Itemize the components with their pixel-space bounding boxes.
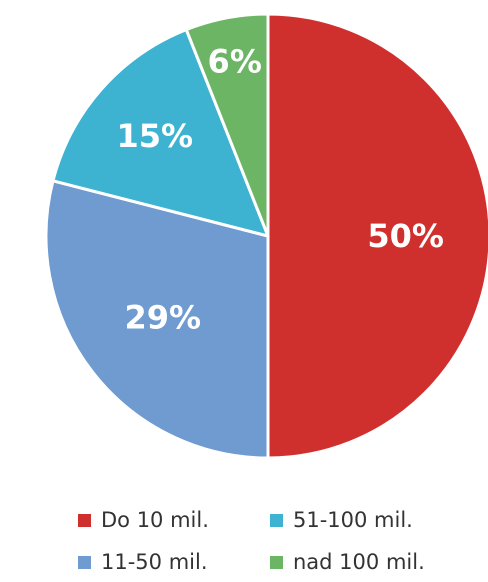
pie-slice-nad-100-mil: [184, 12, 270, 238]
pie-slice-do-10-mil: [266, 12, 488, 460]
pie-chart: 50% 29% 15% 6%: [44, 12, 488, 460]
legend-label-nad-100-mil: nad 100 mil.: [293, 550, 425, 574]
chart-legend: Do 10 mil. 51-100 mil. 11-50 mil. nad 10…: [0, 490, 488, 580]
pie-slice-51-100-mil: [51, 28, 270, 238]
legend-item-11-50-mil: 11-50 mil.: [78, 542, 208, 582]
legend-swatch-51-100-mil: [270, 513, 283, 527]
legend-swatch-do-10-mil: [78, 513, 91, 527]
slice-value-label-nad-100-mil: 6%: [208, 43, 262, 81]
pie-slice-11-50-mil: [44, 179, 270, 460]
legend-item-51-100-mil: 51-100 mil.: [270, 500, 413, 540]
legend-swatch-nad-100-mil: [270, 555, 283, 569]
slice-value-label-51-100-mil: 15%: [116, 117, 193, 155]
legend-item-nad-100-mil: nad 100 mil.: [270, 542, 425, 582]
pie-slices: [44, 12, 488, 460]
legend-label-11-50-mil: 11-50 mil.: [101, 550, 208, 574]
pie-value-labels: 50% 29% 15% 6%: [116, 43, 443, 337]
slice-value-label-do-10-mil: 50%: [367, 217, 444, 255]
legend-label-51-100-mil: 51-100 mil.: [293, 508, 413, 532]
legend-swatch-11-50-mil: [78, 555, 91, 569]
slice-value-label-11-50-mil: 29%: [124, 299, 201, 337]
legend-item-do-10-mil: Do 10 mil.: [78, 500, 209, 540]
legend-label-do-10-mil: Do 10 mil.: [101, 508, 209, 532]
